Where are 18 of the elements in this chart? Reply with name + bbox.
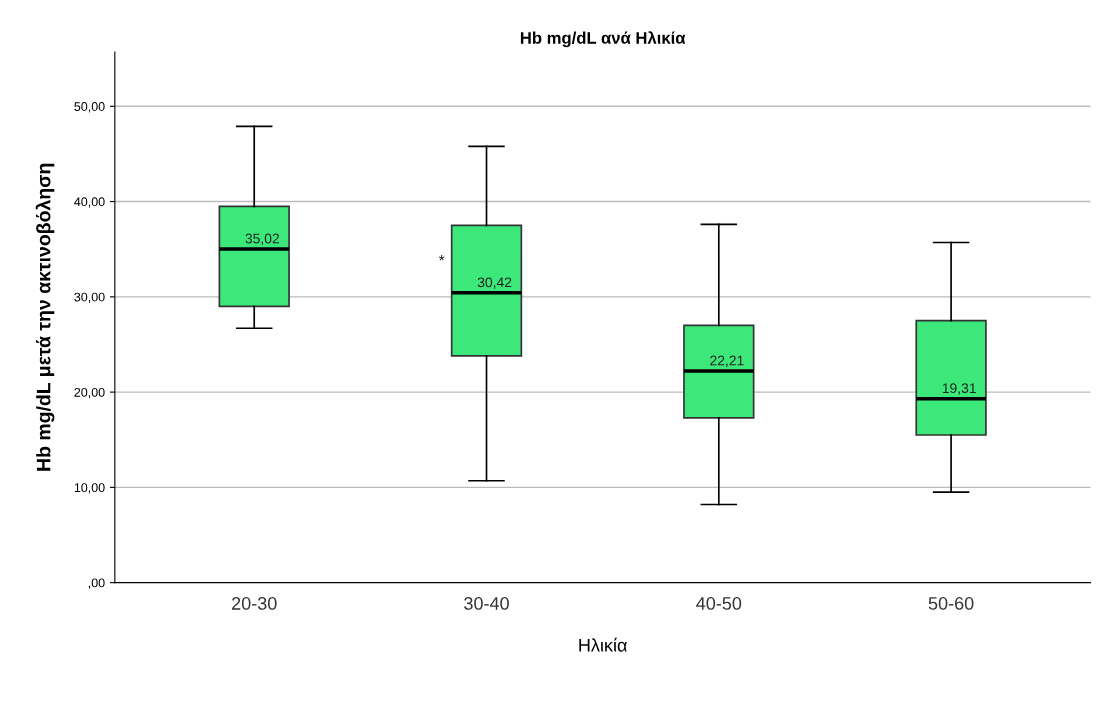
annotation: *	[438, 255, 445, 261]
chart-title: Hb mg/dL ανά Ηλικία	[520, 31, 686, 48]
y-tick-label: ,00	[88, 578, 105, 589]
x-tick-label: 20-30	[232, 597, 277, 610]
y-tick-label: 30,00	[74, 292, 105, 303]
y-tick-label: 10,00	[74, 483, 105, 494]
x-tick-label: 50-60	[928, 597, 974, 610]
annotation: 19,31	[942, 383, 976, 395]
annotation: 30,42	[477, 277, 512, 289]
y-tick-label: 20,00	[74, 387, 105, 399]
y-tick-label: 50,00	[74, 102, 105, 113]
x-axis-title: Ηλικία	[579, 637, 627, 652]
x-tick-label: 30-40	[464, 597, 509, 610]
annotation: 22,21	[710, 355, 744, 368]
x-tick-label: 40-50	[696, 597, 742, 610]
y-axis-title: Hb mg/dL μετά την ακτινοβόληση	[35, 163, 55, 471]
y-tick-label: 40,00	[74, 197, 105, 208]
annotation: 35,02	[245, 233, 279, 246]
